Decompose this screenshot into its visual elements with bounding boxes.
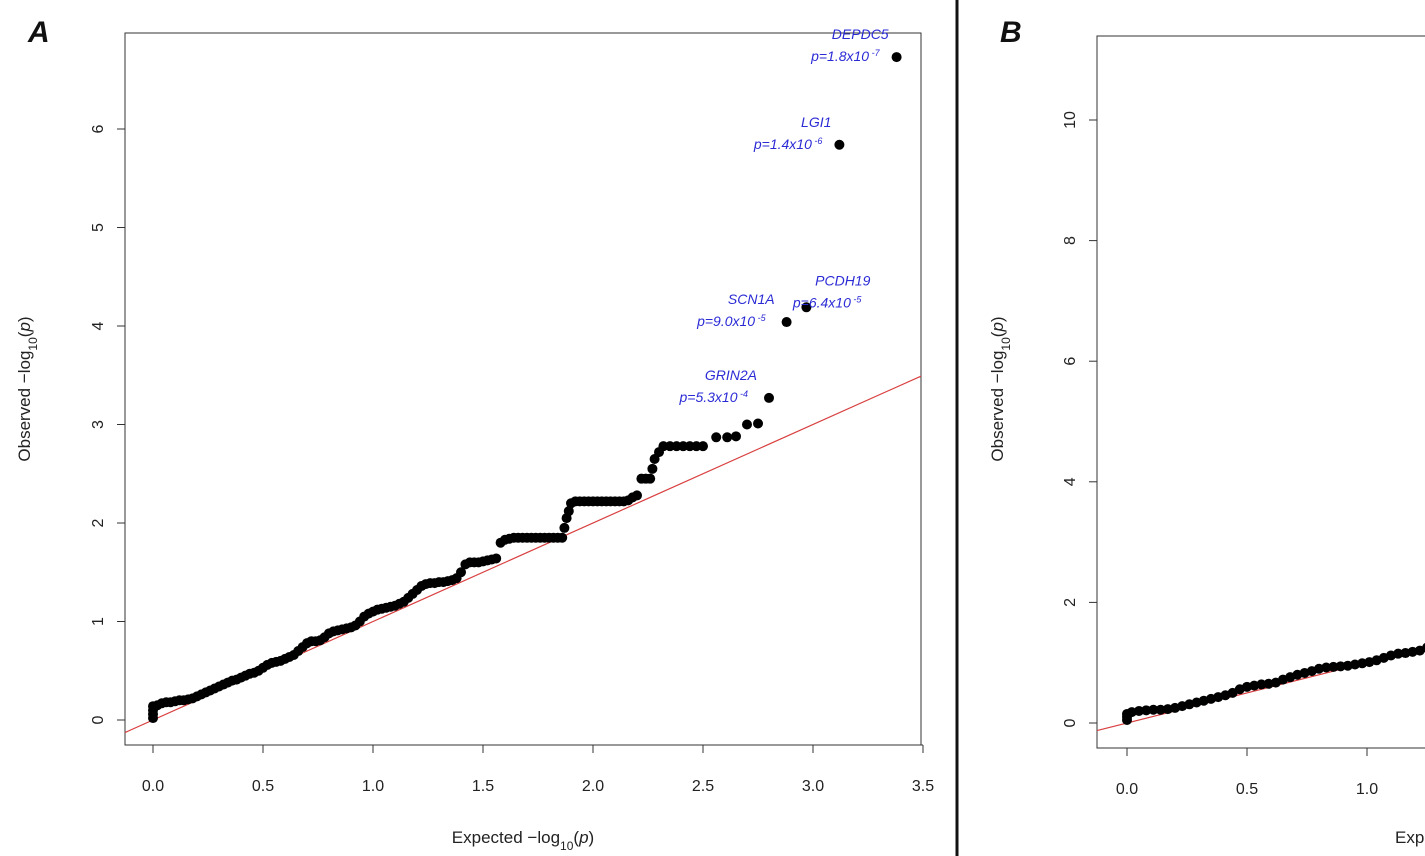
x-tick-label: 1.5 [472, 778, 494, 795]
data-point [632, 490, 642, 501]
data-point [1422, 643, 1425, 653]
annotation-p-value: p=5.3x10 -4 [678, 389, 748, 405]
data-point [559, 522, 570, 533]
panel-a-x-axis-label: Expected −log10(p) [452, 828, 594, 853]
y-tick-label: 8 [1062, 236, 1079, 245]
data-point [1393, 648, 1404, 659]
y-tick-label: 6 [1062, 357, 1079, 366]
data-point [1321, 662, 1332, 673]
panel-a-y-axis: 0 1 2 3 4 5 6 [90, 124, 125, 724]
y-tick-label: 0 [1062, 718, 1079, 727]
data-point [647, 463, 658, 474]
panel-a-y-axis-label: Observed −log10(p) [15, 316, 40, 461]
data-point [891, 52, 902, 63]
panel-b-y-axis: 0 2 4 6 8 10 [1062, 111, 1097, 727]
panel-b: B 0.0 0.5 1.0 0 2 4 6 8 10 Exp Observed −log10(… [988, 16, 1425, 847]
y-tick-label: 10 [1062, 111, 1079, 129]
data-point [645, 473, 656, 484]
data-point [753, 418, 763, 429]
data-point [1328, 661, 1339, 672]
y-tick-label: 4 [1062, 477, 1079, 486]
data-point [456, 567, 466, 578]
data-point [834, 139, 845, 150]
data-point [1148, 704, 1159, 715]
annotation-p-value: p=9.0x10 -5 [696, 313, 766, 329]
panel-a-points [148, 52, 902, 724]
annotation-gene-label: SCN1A [728, 291, 775, 307]
panel-a: A 0.0 0.5 1.0 1.5 2.0 2.5 3.0 3.5 0 1 2 3 4 5 6 DEPDC… [15, 16, 934, 853]
data-point [557, 532, 568, 543]
panel-b-points [1122, 643, 1425, 725]
y-tick-label: 4 [90, 321, 107, 330]
x-tick-label: 0.5 [1236, 781, 1258, 798]
panel-a-x-axis: 0.0 0.5 1.0 1.5 2.0 2.5 3.0 3.5 [142, 744, 934, 795]
annotation-p-value: p=1.8x10 -7 [810, 48, 880, 64]
panel-b-x-axis: 0.0 0.5 1.0 [1116, 747, 1378, 798]
data-point [801, 302, 812, 313]
data-point [563, 506, 574, 517]
data-point [781, 317, 792, 328]
panel-b-plot-frame [1096, 35, 1425, 749]
data-point [1155, 704, 1166, 715]
data-point [1134, 705, 1144, 716]
y-tick-label: 2 [1062, 598, 1079, 607]
annotation-gene-label: DEPDC5 [832, 26, 889, 42]
y-tick-label: 3 [90, 420, 107, 429]
data-point [1335, 661, 1346, 672]
y-tick-label: 5 [90, 223, 107, 232]
y-tick-label: 0 [90, 715, 107, 724]
x-tick-label: 3.5 [912, 778, 934, 795]
x-tick-label: 2.0 [582, 778, 604, 795]
data-point [722, 432, 733, 443]
y-tick-label: 2 [90, 518, 107, 527]
x-tick-label: 1.0 [1356, 781, 1378, 798]
data-point [1256, 679, 1267, 690]
y-tick-label: 6 [90, 124, 107, 133]
panel-a-letter: A [27, 16, 50, 49]
panel-b-y-axis-label: Observed −log10(p) [988, 316, 1013, 461]
data-point [764, 392, 774, 403]
panel-b-letter: B [1000, 16, 1022, 49]
data-point [698, 441, 708, 452]
data-point [742, 419, 752, 430]
y-tick-label: 1 [90, 617, 107, 626]
panel-b-x-axis-label: Exp [1395, 828, 1424, 847]
x-tick-label: 0.0 [1116, 781, 1138, 798]
annotation-p-value: p=1.4x10 -6 [753, 136, 823, 152]
x-tick-label: 0.0 [142, 778, 164, 795]
data-point [491, 553, 502, 564]
data-point [731, 431, 741, 442]
data-point [1141, 705, 1152, 716]
x-tick-label: 1.0 [362, 778, 384, 795]
x-tick-label: 2.5 [692, 778, 714, 795]
x-tick-label: 3.0 [802, 778, 824, 795]
x-tick-label: 0.5 [252, 778, 274, 795]
annotation-gene-label: LGI1 [801, 114, 831, 130]
annotation-p-value: p=6.4x10 -5 [792, 294, 862, 310]
annotation-gene-label: GRIN2A [705, 367, 757, 383]
data-point [711, 432, 722, 443]
panel-a-annotations: DEPDC5 p=1.8x10 -7 LGI1 p=1.4x10 -6 PCDH19 p=… [678, 26, 888, 405]
annotation-gene-label: PCDH19 [815, 272, 870, 288]
